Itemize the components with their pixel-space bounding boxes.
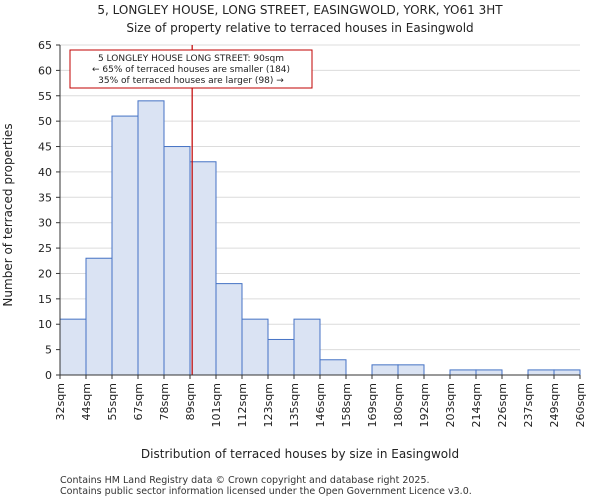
x-tick-label: 146sqm: [314, 383, 327, 427]
y-tick-label: 0: [45, 369, 52, 382]
y-axis-ticks: 0 5 10 15 20 25 30 35 40 45 50 55 60 65: [38, 39, 60, 382]
x-tick-label: 55sqm: [106, 383, 119, 420]
y-tick-label: 50: [38, 115, 52, 128]
bar: [371, 364, 399, 376]
x-tick-label: 249sqm: [548, 383, 561, 427]
x-tick-label: 214sqm: [470, 383, 483, 427]
x-tick-label: 89sqm: [184, 383, 197, 420]
x-tick-label: 226sqm: [496, 383, 509, 427]
y-tick-label: 55: [38, 90, 52, 103]
bar: [215, 283, 243, 376]
x-tick-label: 78sqm: [158, 383, 171, 420]
annotation-line2: ← 65% of terraced houses are smaller (18…: [92, 65, 290, 75]
y-tick-label: 10: [38, 318, 52, 331]
y-tick-label: 15: [38, 293, 52, 306]
bar: [553, 369, 581, 376]
footer-line2: Contains public sector information licen…: [60, 486, 472, 497]
bar: [241, 318, 269, 376]
y-axis-label: Number of terraced properties: [1, 123, 15, 306]
x-tick-label: 203sqm: [444, 383, 457, 427]
bar: [475, 369, 503, 376]
bars: [59, 100, 581, 376]
y-tick-label: 30: [38, 217, 52, 230]
bar: [137, 100, 165, 376]
y-tick-label: 20: [38, 267, 52, 280]
bar: [85, 257, 113, 376]
x-tick-label: 158sqm: [340, 383, 353, 427]
y-tick-label: 40: [38, 166, 52, 179]
y-tick-label: 35: [38, 191, 52, 204]
y-tick-label: 65: [38, 39, 52, 52]
bar: [189, 161, 217, 376]
x-tick-label: 32sqm: [54, 383, 67, 420]
x-tick-label: 44sqm: [80, 383, 93, 420]
footer-line1: Contains HM Land Registry data © Crown c…: [60, 475, 430, 486]
x-tick-label: 237sqm: [522, 383, 535, 427]
x-tick-label: 180sqm: [392, 383, 405, 427]
bar: [163, 146, 191, 376]
annotation-line1: 5 LONGLEY HOUSE LONG STREET: 90sqm: [98, 54, 284, 64]
bar: [319, 359, 347, 376]
x-tick-label: 112sqm: [236, 383, 249, 427]
y-tick-label: 45: [38, 141, 52, 154]
x-axis-label: Distribution of terraced houses by size …: [141, 447, 459, 461]
chart-title-line1: 5, LONGLEY HOUSE, LONG STREET, EASINGWOL…: [97, 3, 503, 17]
bar: [449, 369, 477, 376]
y-tick-label: 5: [45, 344, 52, 357]
bar: [267, 338, 295, 376]
x-tick-label: 101sqm: [210, 383, 223, 427]
x-tick-label: 135sqm: [288, 383, 301, 427]
bar: [293, 318, 321, 376]
x-tick-label: 169sqm: [366, 383, 379, 427]
bar: [397, 364, 425, 376]
x-tick-label: 260sqm: [574, 383, 587, 427]
chart-title-line2: Size of property relative to terraced ho…: [126, 21, 473, 35]
annotation-box: [69, 49, 313, 89]
y-tick-label: 25: [38, 242, 52, 255]
annotation-line3: 35% of terraced houses are larger (98) →: [98, 76, 284, 86]
x-axis-ticks: 32sqm 44sqm 55sqm 67sqm 78sqm 89sqm 101sqm 112s…: [54, 375, 587, 427]
bar: [111, 115, 139, 376]
bar: [527, 369, 555, 376]
x-tick-label: 123sqm: [262, 383, 275, 427]
x-tick-label: 67sqm: [132, 383, 145, 420]
y-tick-label: 60: [38, 64, 52, 77]
bar: [59, 318, 87, 376]
x-tick-label: 192sqm: [418, 383, 431, 427]
